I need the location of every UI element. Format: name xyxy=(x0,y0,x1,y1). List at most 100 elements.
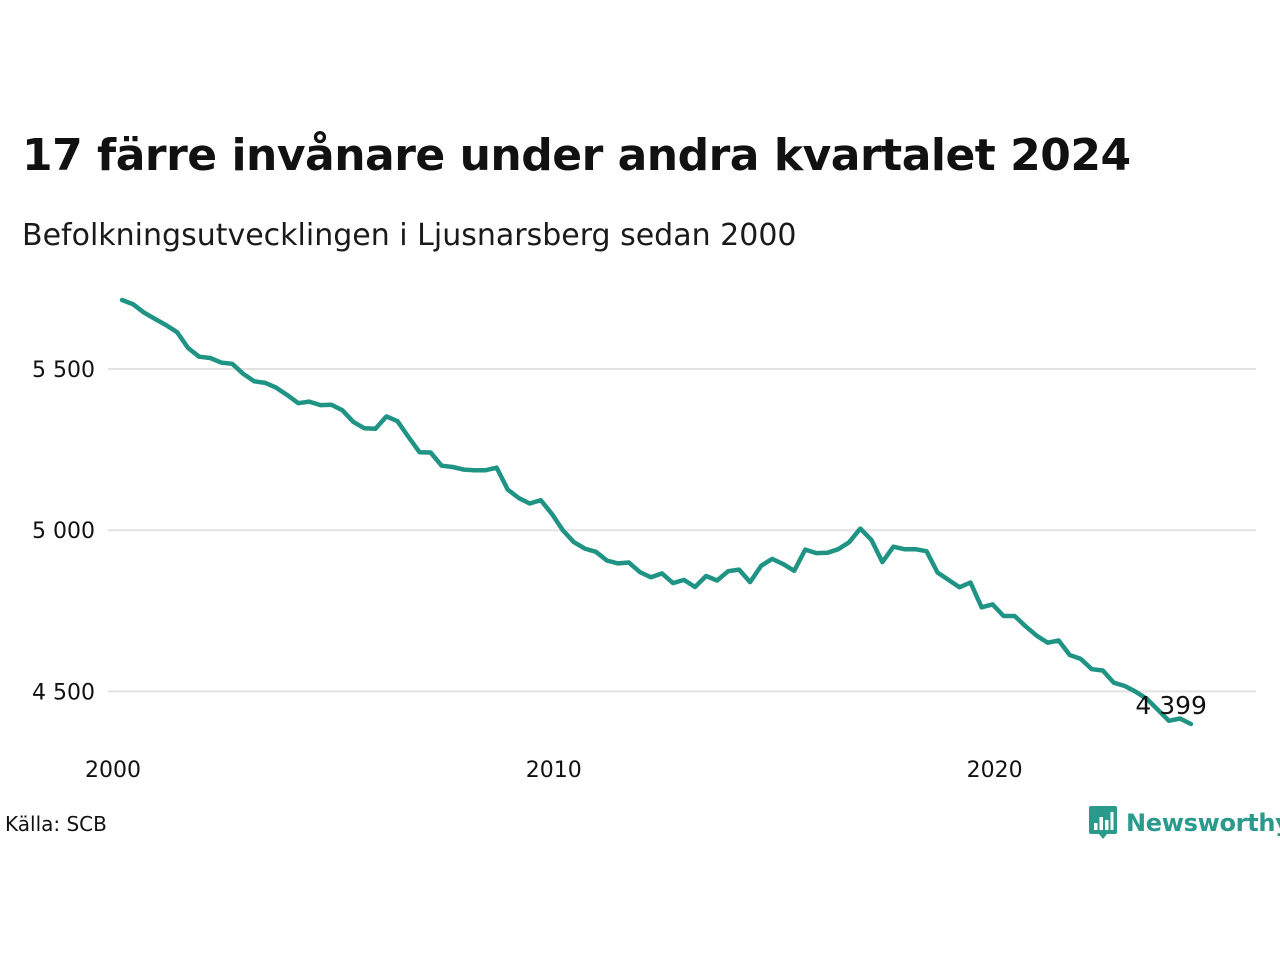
data-point xyxy=(318,403,322,407)
data-point xyxy=(969,581,973,585)
y-tick-label: 5 000 xyxy=(32,519,95,544)
data-point xyxy=(351,420,355,424)
data-point xyxy=(693,585,697,589)
data-point xyxy=(627,561,631,565)
data-point xyxy=(208,356,212,360)
data-point xyxy=(803,548,807,552)
data-point xyxy=(594,550,598,554)
x-tick-label: 2010 xyxy=(526,758,582,783)
grid-lines xyxy=(108,368,1256,693)
data-point xyxy=(241,372,245,376)
data-point xyxy=(869,538,873,542)
source-note: Källa: SCB xyxy=(5,812,107,836)
data-point xyxy=(219,361,223,365)
data-point xyxy=(1013,614,1017,618)
data-point xyxy=(340,408,344,412)
data-point xyxy=(649,575,653,579)
data-point xyxy=(418,450,422,454)
data-point xyxy=(682,578,686,582)
data-point xyxy=(252,379,256,383)
data-point xyxy=(925,549,929,553)
data-point xyxy=(153,317,157,321)
newsworthy-logo-icon xyxy=(1089,806,1117,839)
data-point xyxy=(528,502,532,506)
data-point xyxy=(186,346,190,350)
y-axis-tick-labels: 4 500 5 000 5 500 xyxy=(32,358,95,705)
data-point xyxy=(1035,634,1039,638)
data-point xyxy=(329,403,333,407)
data-point xyxy=(748,580,752,584)
data-point xyxy=(1123,684,1127,688)
data-point xyxy=(120,298,124,302)
data-point xyxy=(263,381,267,385)
data-point xyxy=(991,602,995,606)
x-tick-label: 2020 xyxy=(967,758,1023,783)
data-point xyxy=(396,419,400,423)
data-point xyxy=(726,569,730,573)
series-line xyxy=(119,297,1194,727)
data-point xyxy=(902,547,906,551)
data-point xyxy=(671,581,675,585)
data-point xyxy=(814,551,818,555)
data-point xyxy=(385,414,389,418)
data-point xyxy=(616,561,620,565)
end-value-label: 4 399 xyxy=(1135,691,1207,720)
chart-title: 17 färre invånare under andra kvartalet … xyxy=(22,130,1131,181)
data-point xyxy=(704,574,708,578)
data-point xyxy=(958,585,962,589)
data-point xyxy=(847,540,851,544)
data-point xyxy=(737,568,741,572)
chart-subtitle: Befolkningsutvecklingen i Ljusnarsberg s… xyxy=(22,218,797,253)
data-point xyxy=(759,564,763,568)
data-point xyxy=(307,400,311,404)
data-point xyxy=(1189,722,1193,726)
data-point xyxy=(407,435,411,439)
data-point xyxy=(770,557,774,561)
data-point xyxy=(484,468,488,472)
data-point xyxy=(891,545,895,549)
data-point xyxy=(462,468,466,472)
data-point xyxy=(638,570,642,574)
data-point xyxy=(230,362,234,366)
data-point xyxy=(1079,657,1083,661)
data-point xyxy=(836,547,840,551)
data-point xyxy=(362,426,366,430)
data-point xyxy=(583,547,587,551)
data-point xyxy=(164,323,168,327)
data-point xyxy=(131,302,135,306)
data-point xyxy=(374,427,378,431)
x-tick-label: 2000 xyxy=(85,758,141,783)
data-point xyxy=(1002,614,1006,618)
annotations: 4 399 xyxy=(1135,691,1207,720)
data-point xyxy=(451,465,455,469)
data-point xyxy=(858,527,862,531)
data-point xyxy=(1090,667,1094,671)
data-point xyxy=(296,401,300,405)
data-point xyxy=(506,488,510,492)
data-point xyxy=(880,560,884,564)
data-point xyxy=(660,571,664,575)
data-point xyxy=(1101,669,1105,673)
data-point xyxy=(142,311,146,315)
data-point xyxy=(572,540,576,544)
data-point xyxy=(781,562,785,566)
data-point xyxy=(792,569,796,573)
data-point xyxy=(825,551,829,555)
data-point xyxy=(947,578,951,582)
data-point xyxy=(440,464,444,468)
data-point xyxy=(1057,639,1061,643)
data-point xyxy=(197,355,201,359)
data-point xyxy=(495,466,499,470)
data-point xyxy=(550,512,554,516)
data-point xyxy=(980,605,984,609)
x-axis-tick-labels: 2000 2010 2020 xyxy=(85,758,1023,783)
y-tick-label: 4 500 xyxy=(32,680,95,705)
data-point xyxy=(913,547,917,551)
brand-logo: Newsworthy xyxy=(1088,805,1280,841)
data-point xyxy=(715,579,719,583)
y-tick-label: 5 500 xyxy=(32,358,95,383)
data-point xyxy=(175,330,179,334)
data-point xyxy=(1112,681,1116,685)
data-point xyxy=(936,571,940,575)
